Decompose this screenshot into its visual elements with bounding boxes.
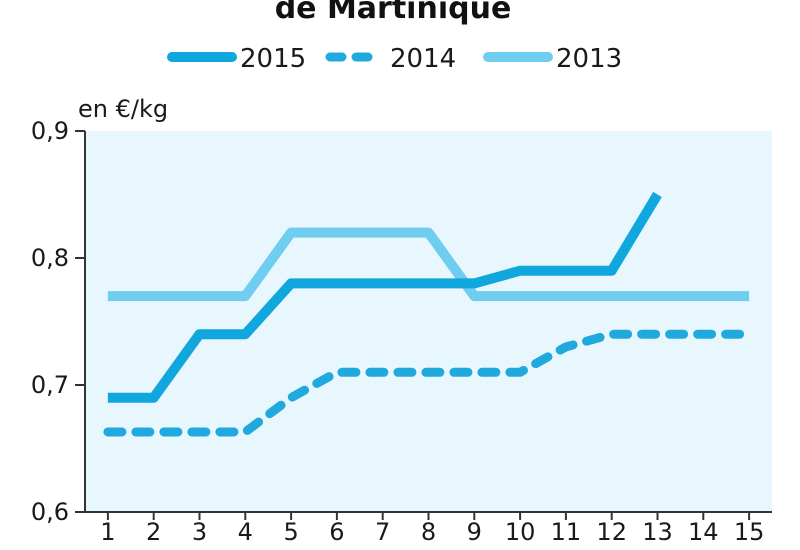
plot-background [85,131,772,512]
y-tick-label: 0,8 [31,244,69,272]
legend-label-2015: 2015 [240,44,306,74]
chart-title: de Martinique [275,0,512,26]
x-tick-label: 7 [375,518,390,546]
x-tick-label: 6 [329,518,344,546]
x-tick-label: 2 [146,518,161,546]
y-tick-label: 0,6 [31,498,69,526]
legend: 2015 2014 2013 [167,44,622,74]
y-tick-label: 0,7 [31,371,69,399]
x-tick-label: 1 [100,518,115,546]
x-tick-label: 8 [421,518,436,546]
x-tick-label: 15 [734,518,765,546]
x-tick-label: 12 [596,518,627,546]
x-tick-label: 13 [642,518,673,546]
series-line-2013 [107,227,750,302]
x-tick-label: 5 [283,518,298,546]
x-tick-label: 10 [505,518,536,546]
y-axis-unit: en €/kg [78,95,168,123]
legend-label-2014: 2014 [390,44,456,74]
legend-label-2013: 2013 [556,44,622,74]
series-line-2015 [107,191,662,403]
x-tick-label: 4 [238,518,253,546]
series-line-2014 [103,329,754,437]
x-tick-label: 3 [192,518,207,546]
x-tick-label: 9 [467,518,482,546]
x-tick-label: 11 [551,518,582,546]
y-tick-label: 0,9 [31,117,69,145]
x-tick-label: 14 [688,518,719,546]
